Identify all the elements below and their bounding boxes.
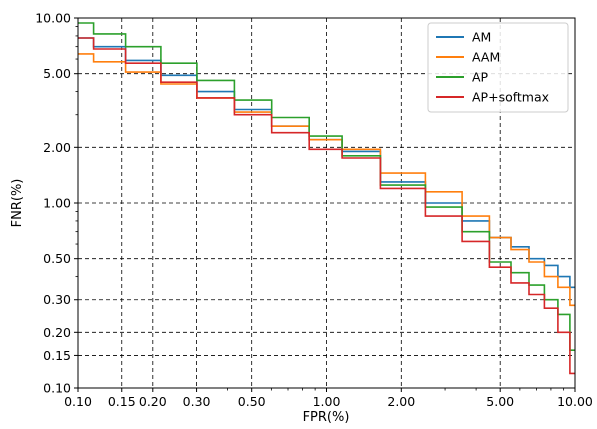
x-tick-label: 10.00 xyxy=(557,394,593,409)
legend-label: AP xyxy=(472,70,489,85)
series-line-ap-softmax xyxy=(78,37,575,375)
grid-layer xyxy=(78,18,575,388)
x-axis-label: FPR(%) xyxy=(303,410,350,425)
tick-layer: 0.10 0.15 0.20 0.30 0.50 1.00 2.00 5.00 10.000.1… xyxy=(35,11,593,410)
x-tick-label: 0.20 xyxy=(139,394,167,409)
y-axis-label: FNR(%) xyxy=(10,179,25,228)
y-tick-label: 1.00 xyxy=(43,196,71,211)
legend-label: AAM xyxy=(472,50,500,65)
y-tick-label: 5.00 xyxy=(43,66,71,81)
x-tick-label: 0.30 xyxy=(183,394,211,409)
legend-label: AM xyxy=(472,30,491,45)
y-tick-label: 0.50 xyxy=(43,251,71,266)
y-tick-label: 0.10 xyxy=(43,381,71,396)
y-tick-label: 0.20 xyxy=(43,325,71,340)
x-tick-label: 2.00 xyxy=(387,394,415,409)
y-tick-label: 0.30 xyxy=(43,292,71,307)
legend: AM AAM AP AP+softmax xyxy=(427,22,569,113)
x-tick-label: 1.00 xyxy=(313,394,341,409)
y-tick-label: 10.00 xyxy=(35,11,71,26)
series-layer xyxy=(78,22,575,375)
x-tick-label: 0.50 xyxy=(238,394,266,409)
x-tick-label: 5.00 xyxy=(486,394,514,409)
y-tick-label: 2.00 xyxy=(43,140,71,155)
legend-label: AP+softmax xyxy=(472,90,549,105)
legend-frame xyxy=(427,22,569,113)
x-tick-label: 0.10 xyxy=(64,394,92,409)
y-tick-label: 0.15 xyxy=(43,348,71,363)
x-tick-label: 0.15 xyxy=(108,394,136,409)
